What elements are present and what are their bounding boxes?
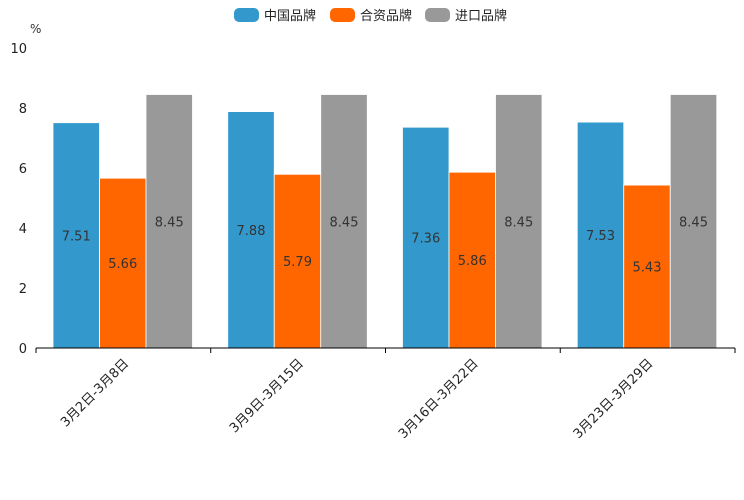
y-axis-unit-label: % — [30, 22, 41, 36]
bar-1-1[interactable] — [273, 173, 322, 349]
x-tick-label: 3月2日-3月8日 — [58, 356, 132, 430]
bar-value-label: 7.88 — [237, 224, 266, 239]
y-tick-label: 10 — [10, 42, 27, 57]
x-tick-label: 3月23日-3月29日 — [571, 356, 657, 442]
bar-0-0[interactable] — [52, 122, 100, 349]
bar-0-3[interactable] — [576, 121, 625, 349]
legend-label: 合资品牌 — [360, 8, 412, 24]
bar-2-1[interactable] — [320, 94, 368, 349]
bar-value-label: 7.53 — [586, 229, 615, 244]
y-tick-label: 2 — [19, 282, 27, 297]
bar-value-label: 5.66 — [108, 257, 137, 272]
x-axis: 3月2日-3月8日 3月9日-3月15日 3月16日-3月22日 3月23日-3月29… — [35, 347, 736, 442]
bar-value-label: 5.79 — [283, 255, 312, 270]
bar-value-label: 5.43 — [633, 261, 662, 276]
y-tick-label: 6 — [19, 162, 27, 177]
bar-value-label: 7.51 — [62, 229, 91, 244]
bar-0-1[interactable] — [227, 111, 275, 349]
bar-1-0[interactable] — [99, 177, 147, 349]
legend-label: 中国品牌 — [264, 8, 316, 24]
legend-swatch — [330, 8, 355, 22]
legend-item-2[interactable]: 进口品牌 — [425, 8, 507, 24]
bar-2-3[interactable] — [669, 94, 718, 349]
bars: 7.51 5.66 8.45 7.88 5.79 8.45 7.36 5.86 8.45 7.53… — [52, 94, 718, 349]
bar-1-2[interactable] — [448, 171, 496, 349]
y-tick-label: 8 — [19, 102, 27, 117]
legend-swatch — [425, 8, 450, 22]
legend-swatch — [234, 8, 259, 22]
legend-label: 进口品牌 — [455, 8, 507, 24]
bar-value-label: 8.45 — [679, 215, 708, 230]
x-tick-label: 3月16日-3月22日 — [396, 356, 482, 442]
y-tick-label: 4 — [19, 222, 27, 237]
x-tick-label: 3月9日-3月15日 — [227, 356, 307, 436]
bar-2-0[interactable] — [145, 94, 193, 349]
bar-value-label: 5.86 — [458, 254, 487, 269]
legend: 中国品牌 合资品牌 进口品牌 — [234, 8, 507, 24]
bar-value-label: 7.36 — [411, 232, 440, 247]
legend-item-1[interactable]: 合资品牌 — [330, 8, 412, 24]
legend-item-0[interactable]: 中国品牌 — [234, 8, 316, 24]
bar-value-label: 8.45 — [504, 215, 533, 230]
y-axis-ticks: 0 2 4 6 8 10 — [10, 42, 27, 357]
bar-value-label: 8.45 — [155, 215, 184, 230]
y-tick-label: 0 — [19, 342, 27, 357]
bar-value-label: 8.45 — [330, 215, 359, 230]
